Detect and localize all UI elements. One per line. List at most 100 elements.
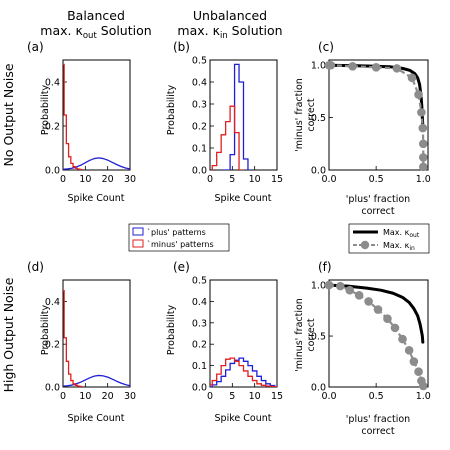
row-title-no-noise: No Output Noise: [1, 63, 16, 166]
legend-kout-label: Max. κout: [383, 228, 420, 239]
x-tick-label-a: 10: [79, 174, 91, 185]
point-max_kin-f: [390, 323, 400, 333]
series-max_kout-c: [329, 63, 425, 128]
point-max_kin-c: [414, 90, 423, 99]
panel-b: 0 5 10 15 0.0 0.1 0.2 0.3 0.4 0.5: [192, 56, 283, 186]
x-tick-label-d: 10: [79, 391, 91, 402]
legend-kin-label: Max. κin: [383, 241, 415, 252]
point-max_kin-f: [354, 290, 364, 300]
point-max_kin-f: [414, 367, 423, 377]
x-tick-label-f: 0.5: [369, 391, 384, 402]
series-plus-b: [221, 63, 253, 170]
y-tick-label-f: 0.0: [311, 383, 326, 394]
ylabel-b: Probability: [166, 85, 177, 136]
y-tick-label-b: 0.5: [192, 56, 207, 67]
xlabel-d: Spike Count: [68, 413, 125, 424]
x-tick-label-d: 20: [102, 391, 114, 402]
y-tick-label-e: 0.2: [192, 340, 207, 351]
x-tick-label-b: 5: [229, 174, 235, 185]
x-tick-label-b: 10: [249, 174, 261, 185]
y-tick-label-a: 0.4: [45, 78, 60, 89]
xlabel-f-line2: correct: [361, 426, 395, 437]
point-max_kin-f: [324, 280, 334, 290]
y-tick-label-a: 0.0: [45, 166, 60, 177]
y-tick-label-d: 0.2: [45, 340, 60, 351]
series-group-f: [329, 283, 425, 387]
x-tick-label-a: 20: [102, 174, 114, 185]
xlabel-e: Spike Count: [215, 413, 272, 424]
panel-f: 0.0 0.5 1.0 0.0 0.5 1.0: [311, 279, 431, 402]
x-tick-label-e: 15: [271, 391, 283, 402]
panel-letter-d: (d): [27, 260, 44, 274]
x-tick-label-e: 10: [249, 391, 261, 402]
axes-frame-a: [62, 59, 131, 171]
panel-letter-b: (b): [173, 40, 190, 54]
x-tick-label-d: 0: [60, 391, 66, 402]
x-tick-label-a: 0: [60, 174, 66, 185]
axes-frame-e: [209, 279, 278, 388]
point-max_kin-c: [418, 153, 428, 162]
series-minus-d: [63, 290, 83, 387]
y-tick-label-e: 0.5: [192, 276, 207, 287]
y-tick-label-f: 1.0: [311, 281, 326, 292]
panel-a: 0 10 20 30 0.0 0.2 0.4: [45, 59, 136, 185]
y-tick-label-b: 0.3: [192, 100, 207, 111]
panel-letter-c: (c): [318, 40, 334, 54]
point-max_kin-c: [371, 63, 381, 72]
col-title-unbalanced-line2: max. κin Solution: [177, 23, 282, 41]
y-tick-label-c: 1.0: [311, 61, 326, 72]
panel-letter-f: (f): [318, 260, 332, 274]
point-max_kin-c: [418, 162, 428, 172]
legend-plus-swatch: [132, 227, 144, 236]
ylabel-c-line2: correct: [306, 98, 317, 132]
y-tick-label-b: 0.2: [192, 122, 207, 133]
x-tick-label-b: 15: [271, 174, 283, 185]
point-max_kin-f: [404, 346, 414, 355]
y-tick-label-e: 0.4: [192, 297, 207, 308]
curve-legend: Max. κout Max. κin: [348, 223, 430, 254]
x-tick-label-c: 0.0: [321, 174, 336, 185]
point-max_kin-f: [398, 334, 407, 344]
xlabel-f-line1: 'plus' fraction: [346, 414, 410, 425]
point-max_kin-c: [326, 60, 336, 70]
series-max_kout-f: [329, 283, 425, 344]
point-max_kin-c: [418, 123, 428, 133]
xlabel-c-line2: correct: [361, 206, 395, 217]
axes-frame-c: [328, 59, 429, 171]
ylabel-c-line1: 'minus' fraction: [294, 78, 305, 152]
x-tick-label-d: 30: [124, 391, 136, 402]
x-tick-label-f: 1.0: [416, 391, 431, 402]
point-max_kin-f: [418, 381, 428, 391]
x-tick-label-c: 1.0: [416, 174, 431, 185]
x-tick-label-e: 5: [229, 391, 235, 402]
panel-d: 0 10 20 30 0.0 0.2 0.4: [45, 279, 136, 402]
row-title-high-noise: High Output Noise: [1, 277, 16, 392]
y-tick-label-b: 0.1: [192, 144, 207, 155]
x-tick-label-b: 0: [207, 174, 213, 185]
curve-legend-frame: [348, 223, 430, 254]
hist-legend-frame: [128, 223, 230, 252]
x-tick-label-a: 30: [124, 174, 136, 185]
point-max_kin-f: [409, 357, 419, 366]
series-plus-a: [63, 157, 130, 170]
xlabel-c-line1: 'plus' fraction: [346, 194, 410, 205]
panel-e: 0 5 10 15 0.0 0.1 0.2 0.3 0.4 0.5: [192, 276, 283, 403]
ylabel-f-line2: correct: [306, 318, 317, 352]
col-title-balanced-line1: Balanced: [67, 8, 125, 23]
axes-frame-d: [62, 279, 131, 388]
y-tick-label-c: 0.5: [311, 113, 326, 124]
legend-kin-marker: [360, 240, 370, 250]
col-title-unbalanced-line1: Unbalanced: [193, 8, 267, 23]
panel-letter-e: (e): [173, 260, 190, 274]
y-tick-label-c: 0.0: [311, 166, 326, 177]
x-tick-label-e: 0: [207, 391, 213, 402]
legend-plus-label: `plus' patterns: [147, 227, 206, 237]
point-max_kin-f: [364, 297, 373, 306]
series-plus-e: [210, 357, 277, 387]
y-tick-label-f: 0.5: [311, 332, 326, 343]
point-max_kin-f: [336, 281, 345, 291]
y-tick-label-a: 0.2: [45, 122, 60, 133]
point-max_kin-c: [407, 73, 417, 83]
x-tick-label-c: 0.5: [369, 174, 384, 185]
